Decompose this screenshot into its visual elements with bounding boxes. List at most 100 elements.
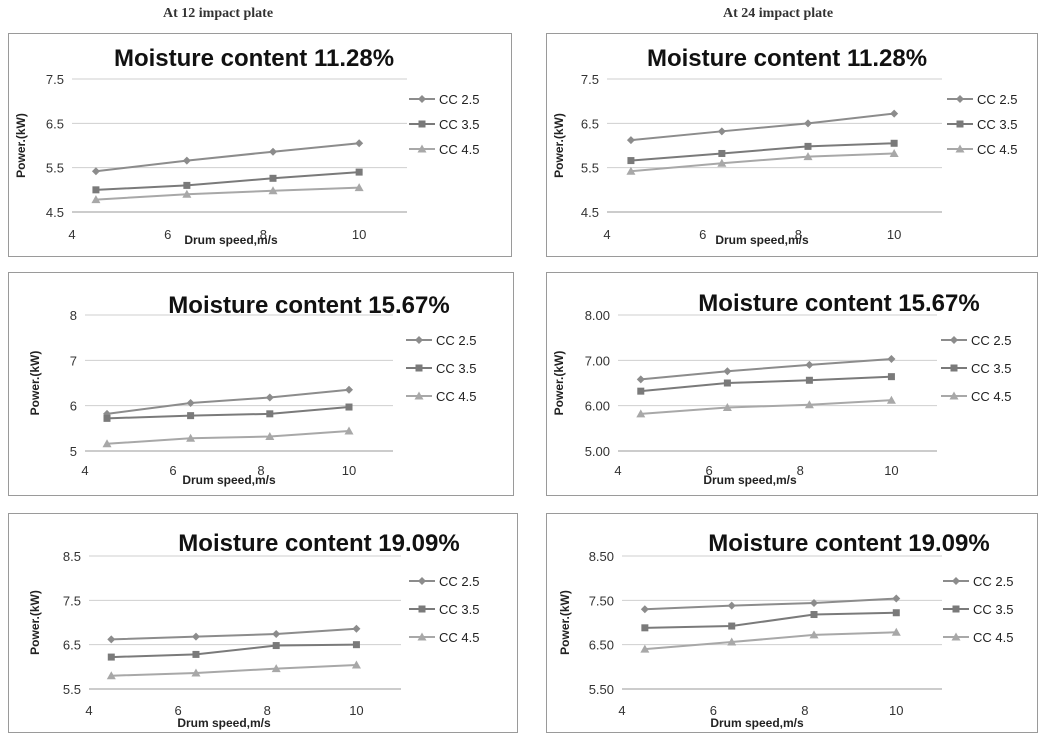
series-cc-2-5	[640, 594, 901, 614]
legend-marker	[417, 632, 427, 641]
y-tick-label: 5.5	[63, 682, 81, 697]
x-tick-label: 6	[699, 227, 706, 242]
x-tick-label: 4	[603, 227, 610, 242]
chart-panel-mc-15-67-plate-24: Moisture content 15.67% 5.00 6.00 7.00 8.00 4…	[546, 272, 1038, 496]
legend-marker	[951, 632, 961, 641]
legend-label: CC 2.5	[971, 333, 1011, 348]
chart-title: Moisture content 11.28%	[114, 45, 394, 72]
x-tick-label: 10	[342, 463, 356, 478]
y-axis-label: Power.(kW)	[14, 113, 28, 178]
x-axis-label: Drum speed,m/s	[703, 473, 797, 487]
data-point	[717, 158, 727, 167]
legend-marker	[950, 336, 958, 344]
series-line	[95, 142, 360, 173]
y-tick-label: 6.5	[46, 116, 64, 131]
x-axis-label: Drum speed,m/s	[715, 233, 809, 247]
data-point	[266, 410, 274, 418]
chart-panel-mc-15-67-plate-12: Moisture content 15.67% 5 6 7 8 4 6 8 10 Drum spe…	[8, 272, 514, 496]
data-point	[804, 142, 812, 150]
x-axis-label: Drum speed,m/s	[177, 716, 271, 730]
y-tick-label: 5	[70, 444, 77, 459]
legend-label: CC 4.5	[971, 389, 1011, 404]
data-point	[640, 605, 649, 614]
legend-marker	[418, 95, 426, 103]
data-point	[804, 119, 812, 128]
data-point	[107, 635, 116, 644]
data-point	[637, 387, 645, 395]
data-point	[269, 174, 277, 182]
series-cc-3-5	[103, 403, 353, 422]
right-column-header: At 24 impact plate	[723, 6, 834, 21]
data-point	[887, 373, 895, 381]
x-tick-label: 4	[618, 703, 625, 718]
x-tick-label: 8	[801, 703, 808, 718]
series-line	[640, 357, 892, 381]
y-tick-label: 6.5	[63, 638, 81, 653]
data-point	[91, 167, 100, 176]
y-tick-label: 8.5	[63, 549, 81, 564]
x-tick-label: 6	[175, 703, 182, 718]
x-tick-label: 4	[68, 227, 75, 242]
y-tick-label: 8.00	[585, 308, 610, 323]
legend-label: CC 2.5	[436, 333, 476, 348]
chart-panel-mc-11-28-plate-24: Moisture content 11.28% 4.5 5.5 6.5 7.5 4 6 8 10…	[546, 33, 1038, 257]
series-cc-2-5	[103, 385, 353, 418]
series-line	[111, 627, 357, 641]
data-point	[727, 637, 737, 646]
series-line	[106, 406, 350, 420]
y-tick-label: 6.50	[589, 638, 614, 653]
data-point	[345, 385, 353, 394]
data-point	[191, 632, 200, 641]
legend-label: CC 2.5	[977, 92, 1017, 107]
data-point	[890, 109, 899, 118]
data-point	[728, 622, 736, 630]
y-tick-label: 6	[70, 399, 77, 414]
legend-label: CC 4.5	[436, 389, 476, 404]
data-point	[352, 641, 360, 649]
y-tick-label: 4.5	[581, 205, 599, 220]
data-point	[186, 398, 195, 407]
series-cc-4-5	[91, 183, 364, 204]
data-point	[627, 157, 635, 165]
data-point	[805, 360, 814, 369]
series-line	[95, 171, 360, 191]
series-line	[640, 375, 892, 393]
series-cc-3-5	[107, 641, 360, 661]
x-tick-label: 10	[884, 463, 898, 478]
legend-label: CC 3.5	[971, 361, 1011, 376]
y-tick-label: 7.50	[589, 593, 614, 608]
y-tick-label: 4.5	[46, 205, 64, 220]
data-point	[107, 653, 115, 661]
series-line	[630, 142, 895, 162]
data-point	[723, 367, 732, 376]
chart-panel-mc-19-09-plate-24: Moisture content 19.09% 5.50 6.50 7.50 8.50 4…	[546, 513, 1038, 733]
data-point	[892, 594, 901, 603]
data-point	[354, 183, 364, 192]
legend-label: CC 4.5	[973, 630, 1013, 645]
series-cc-2-5	[107, 624, 361, 644]
data-point	[344, 426, 354, 435]
data-point	[890, 139, 898, 147]
data-point	[887, 354, 896, 363]
series-line	[111, 643, 357, 659]
data-point	[192, 650, 200, 658]
chart-title: Moisture content 19.09%	[708, 530, 989, 557]
chart-svg: Moisture content 19.09% 5.50 6.50 7.50 8.50 4…	[558, 530, 1013, 730]
data-point	[636, 375, 645, 384]
x-axis-label: Drum speed,m/s	[710, 716, 804, 730]
data-point	[103, 414, 111, 422]
legend-marker	[415, 364, 423, 372]
data-point	[106, 671, 116, 680]
x-tick-label: 8	[264, 703, 271, 718]
y-tick-label: 8.50	[589, 549, 614, 564]
series-line	[111, 664, 357, 677]
data-point	[727, 601, 736, 610]
series-cc-4-5	[640, 627, 901, 653]
y-axis-label: Power.(kW)	[558, 590, 572, 655]
x-tick-label: 8	[260, 227, 267, 242]
x-tick-label: 6	[169, 463, 176, 478]
series-cc-2-5	[626, 109, 899, 145]
series-cc-3-5	[637, 373, 895, 395]
series-line	[644, 597, 897, 611]
